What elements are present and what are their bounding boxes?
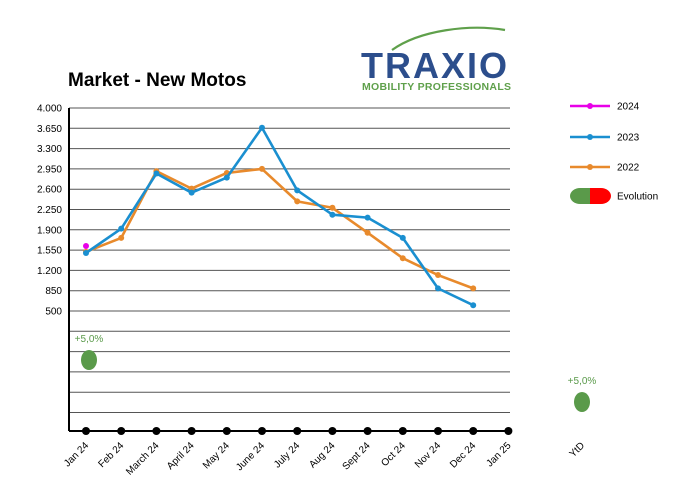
gridlines [69, 107, 510, 413]
data-point-2023 [329, 211, 336, 218]
ytd-evolution-marker [574, 392, 590, 412]
legend-label-2023: 2023 [617, 133, 640, 144]
series-line-2023 [85, 126, 474, 307]
data-point-2022 [118, 234, 125, 241]
legend-label-2024: 2024 [617, 102, 640, 113]
evolution-markers: +5,0% +5,0% [75, 334, 597, 412]
x-tick-label: June 24 [234, 440, 267, 473]
x-tick-label: March 24 [124, 440, 162, 478]
y-tick-label: 2.600 [37, 185, 62, 196]
x-tick-label: Jan 25 [485, 440, 514, 469]
legend-label-2022: 2022 [617, 163, 640, 174]
x-axis-marker [258, 427, 266, 435]
data-point-2023 [435, 285, 441, 292]
data-point-2022 [435, 272, 441, 279]
y-tick-label: 500 [45, 307, 62, 318]
y-tick-label: 2.950 [37, 164, 62, 175]
data-point-2023 [223, 174, 230, 181]
x-axis-marker [117, 427, 126, 435]
x-axis-marker [504, 427, 513, 435]
x-tick-label: May 24 [201, 440, 232, 471]
logo-text: TRAXIO [361, 45, 509, 86]
data-point-2022 [259, 165, 265, 172]
data-point-2023 [118, 225, 125, 232]
data-point-2023 [188, 189, 195, 196]
legend: 2024 2023 2022 Evolution [570, 102, 658, 204]
x-tick-label: Aug 24 [307, 440, 337, 470]
x-axis-marker [293, 427, 302, 435]
x-tick-label: Dec 24 [448, 440, 478, 470]
logo-subtitle: MOBILITY PROFESSIONALS [362, 81, 511, 93]
x-tick-label: April 24 [165, 440, 197, 472]
data-point-2023 [470, 302, 477, 309]
data-point-2023 [399, 234, 406, 241]
y-tick-label: 1.900 [37, 225, 62, 236]
data-point-2023 [153, 170, 160, 177]
x-tick-label: Nov 24 [413, 440, 443, 470]
data-point-2023 [83, 250, 89, 256]
x-axis-marker [469, 427, 478, 435]
data-point-2022 [364, 229, 371, 236]
x-tick-label: Oct 24 [379, 440, 408, 469]
y-tick-labels: 4.000 3.650 3.300 2.950 2.600 2.250 1.900 1.550… [37, 104, 62, 318]
evolution-marker [81, 350, 97, 370]
y-tick-label: 4.000 [37, 104, 62, 115]
x-axis-marker [434, 427, 442, 435]
y-tick-label: 2.250 [37, 205, 62, 216]
data-point-2023 [259, 124, 265, 131]
legend-label-evolution: Evolution [617, 192, 658, 203]
data-point-2022 [329, 204, 336, 211]
legend-marker-2023 [587, 134, 593, 140]
x-axis-marker [222, 427, 231, 435]
x-tick-label: Jan 24 [62, 440, 91, 469]
series-lines [83, 124, 477, 309]
y-tick-label: 1.200 [37, 266, 62, 277]
data-point-2024 [83, 243, 89, 250]
y-tick-label: 3.300 [37, 144, 62, 155]
ytd-evolution-label: +5,0% [568, 376, 597, 387]
x-tick-label: Sept 24 [341, 440, 373, 472]
x-axis-marker [398, 427, 407, 435]
data-point-2022 [399, 255, 406, 262]
x-tick-label: Feb 24 [97, 440, 127, 470]
y-tick-label: 850 [45, 286, 62, 297]
x-axis-markers [82, 427, 513, 435]
data-point-2023 [294, 187, 301, 194]
x-axis-marker [328, 427, 337, 435]
x-axis-marker [187, 427, 196, 435]
x-tick-label: July 24 [272, 440, 302, 470]
x-axis-marker [152, 427, 161, 435]
legend-evolution-negative [590, 188, 611, 204]
evolution-label: +5,0% [75, 334, 104, 345]
traxio-logo: TRAXIO MOBILITY PROFESSIONALS [361, 26, 511, 93]
data-point-2022 [294, 198, 301, 205]
ytd-tick-label: YtD [568, 440, 588, 460]
legend-evolution-positive [570, 188, 590, 204]
legend-marker-2022 [587, 164, 593, 170]
x-axis-marker [82, 427, 90, 435]
y-tick-label: 1.550 [37, 246, 62, 257]
axes [68, 108, 510, 432]
data-point-2023 [364, 214, 371, 221]
data-point-2022 [470, 285, 477, 292]
y-tick-label: 3.650 [37, 124, 62, 135]
chart-title: Market - New Motos [68, 70, 246, 91]
x-axis-marker [363, 427, 372, 435]
legend-marker-2024 [587, 103, 593, 109]
